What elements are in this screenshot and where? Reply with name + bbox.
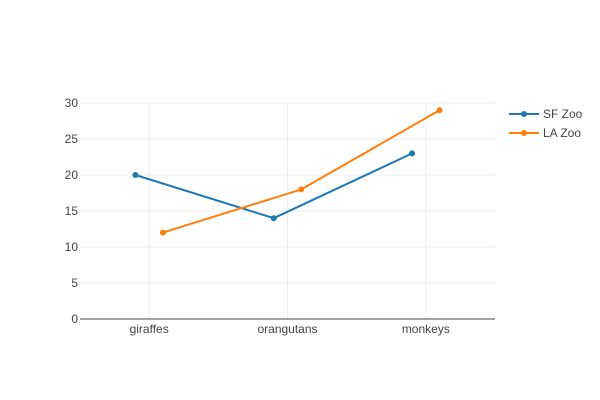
- y-tick-label: 0: [71, 312, 78, 326]
- x-tick-label: monkeys: [402, 322, 450, 336]
- y-tick-label: 5: [71, 276, 78, 290]
- legend-marker-swatch: [521, 111, 527, 117]
- y-tick-label: 15: [65, 204, 79, 218]
- y-tick-label: 25: [65, 132, 79, 146]
- legend-item-la-zoo[interactable]: LA Zoo: [509, 126, 581, 140]
- y-tick-label: 30: [65, 96, 79, 110]
- data-point-sf-zoo: [132, 172, 139, 178]
- series-line-la-zoo: [162, 109, 441, 234]
- series-layer: [132, 107, 443, 236]
- x-tick-label: orangutans: [257, 322, 317, 336]
- legend[interactable]: SF Zoo LA Zoo: [509, 107, 583, 140]
- data-point-sf-zoo: [270, 215, 277, 222]
- series-la-zoo: [159, 107, 443, 236]
- data-point-la-zoo: [159, 229, 166, 236]
- x-tick-label: giraffes: [130, 322, 169, 336]
- data-point-sf-zoo: [409, 150, 416, 157]
- series-line-sf-zoo: [135, 152, 413, 220]
- data-point-la-zoo: [436, 107, 443, 114]
- y-tick-label: 10: [65, 240, 79, 254]
- legend-label: LA Zoo: [543, 126, 581, 140]
- series-sf-zoo: [132, 150, 416, 222]
- legend-label: SF Zoo: [543, 107, 583, 121]
- legend-marker-swatch: [521, 130, 527, 136]
- legend-item-sf-zoo[interactable]: SF Zoo: [509, 107, 583, 121]
- y-tick-label: 20: [65, 168, 79, 182]
- y-axis-ticks: 0 5 10 15 20 25 30: [65, 96, 79, 326]
- x-axis-ticks: giraffes orangutans monkeys: [130, 322, 450, 336]
- data-point-la-zoo: [298, 186, 305, 193]
